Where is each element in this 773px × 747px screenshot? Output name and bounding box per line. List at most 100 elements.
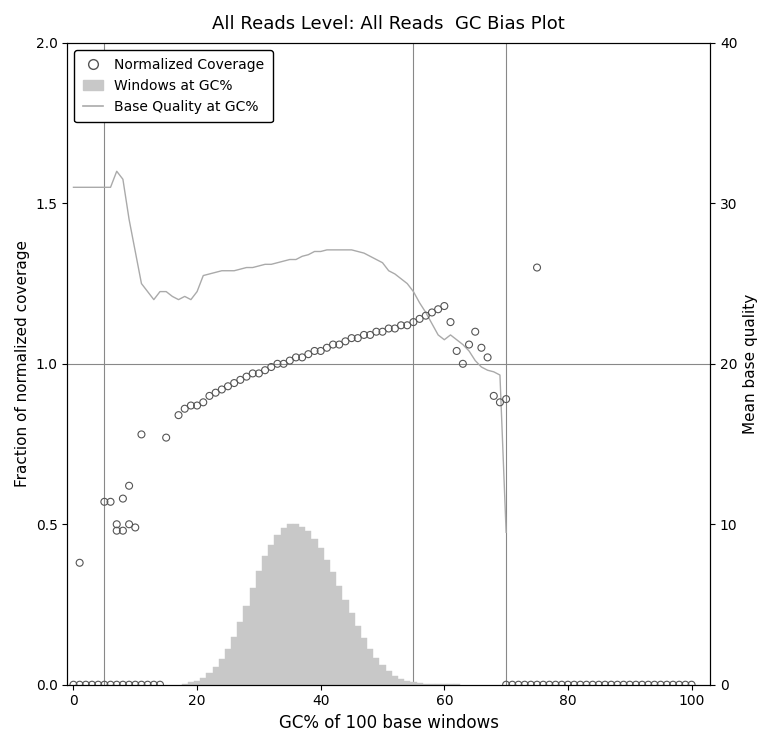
Normalized Coverage [228, 377, 240, 389]
Bar [188, 683, 194, 685]
Normalized Coverage [593, 679, 605, 691]
Bar [349, 613, 355, 685]
Bar [392, 676, 398, 685]
Normalized Coverage [197, 397, 209, 409]
Normalized Coverage [358, 329, 370, 341]
Normalized Coverage [327, 338, 339, 350]
Bar [398, 679, 404, 685]
Normalized Coverage [203, 390, 216, 402]
Normalized Coverage [117, 679, 129, 691]
Normalized Coverage [624, 679, 636, 691]
Base Quality at GC% [112, 167, 121, 176]
Normalized Coverage [92, 679, 104, 691]
Normalized Coverage [73, 679, 86, 691]
Normalized Coverage [673, 679, 686, 691]
Bar [213, 667, 219, 685]
Bar [262, 557, 268, 685]
Normalized Coverage [278, 358, 290, 370]
Bar [194, 681, 200, 685]
Bar [281, 528, 287, 685]
Normalized Coverage [420, 310, 432, 322]
Normalized Coverage [500, 393, 512, 405]
Normalized Coverage [308, 345, 321, 357]
Bar [237, 622, 243, 685]
Normalized Coverage [296, 351, 308, 363]
Normalized Coverage [451, 345, 463, 357]
Normalized Coverage [284, 355, 296, 367]
Bar [200, 678, 206, 685]
Normalized Coverage [475, 342, 488, 354]
Normalized Coverage [556, 679, 568, 691]
Normalized Coverage [482, 351, 494, 363]
Normalized Coverage [67, 679, 80, 691]
Normalized Coverage [179, 403, 191, 415]
Normalized Coverage [234, 374, 247, 386]
Bar [355, 626, 361, 685]
Normalized Coverage [506, 679, 519, 691]
Bar [299, 527, 305, 685]
Bar [318, 548, 324, 685]
Normalized Coverage [543, 679, 556, 691]
Base Quality at GC% [69, 183, 78, 192]
Normalized Coverage [104, 496, 117, 508]
Normalized Coverage [247, 368, 259, 379]
Normalized Coverage [414, 313, 426, 325]
Normalized Coverage [599, 679, 611, 691]
Normalized Coverage [500, 679, 512, 691]
Normalized Coverage [209, 387, 222, 399]
Normalized Coverage [642, 679, 655, 691]
Normalized Coverage [630, 679, 642, 691]
Bar [404, 681, 410, 685]
Normalized Coverage [135, 429, 148, 441]
Bar [342, 600, 349, 685]
Normalized Coverage [649, 679, 661, 691]
Bar [336, 586, 342, 685]
Bar [287, 524, 293, 685]
Normalized Coverage [302, 348, 315, 360]
Normalized Coverage [512, 679, 525, 691]
Normalized Coverage [574, 679, 587, 691]
Normalized Coverage [457, 358, 469, 370]
Normalized Coverage [679, 679, 692, 691]
Normalized Coverage [271, 358, 284, 370]
Normalized Coverage [463, 338, 475, 350]
Normalized Coverage [618, 679, 630, 691]
Normalized Coverage [352, 332, 364, 344]
Normalized Coverage [148, 679, 160, 691]
Normalized Coverage [290, 351, 302, 363]
Normalized Coverage [383, 323, 395, 335]
Normalized Coverage [185, 400, 197, 412]
Normalized Coverage [438, 300, 451, 312]
Normalized Coverage [581, 679, 593, 691]
Normalized Coverage [587, 679, 599, 691]
Normalized Coverage [339, 335, 352, 347]
Bar [324, 560, 330, 685]
Normalized Coverage [321, 342, 333, 354]
Normalized Coverage [135, 679, 148, 691]
Line: Base Quality at GC%: Base Quality at GC% [73, 171, 506, 533]
Bar [312, 539, 318, 685]
Bar [268, 545, 274, 685]
Bar [250, 589, 256, 685]
Normalized Coverage [488, 390, 500, 402]
Normalized Coverage [191, 400, 203, 412]
Normalized Coverage [519, 679, 531, 691]
Bar [219, 659, 225, 685]
Base Quality at GC% [483, 366, 492, 375]
Normalized Coverage [568, 679, 581, 691]
Normalized Coverage [562, 679, 574, 691]
Normalized Coverage [395, 319, 407, 331]
Normalized Coverage [117, 492, 129, 504]
Normalized Coverage [346, 332, 358, 344]
Normalized Coverage [494, 397, 506, 409]
Normalized Coverage [253, 368, 265, 379]
Normalized Coverage [525, 679, 537, 691]
Bar [361, 638, 367, 685]
Normalized Coverage [333, 338, 346, 350]
Normalized Coverage [661, 679, 673, 691]
Normalized Coverage [550, 679, 562, 691]
Normalized Coverage [259, 365, 271, 376]
Normalized Coverage [605, 679, 618, 691]
Bar [231, 636, 237, 685]
Bar [182, 684, 188, 685]
